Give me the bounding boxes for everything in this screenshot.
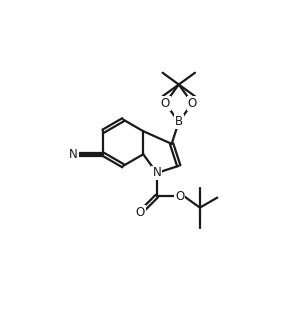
Text: O: O: [188, 97, 197, 110]
Text: O: O: [136, 206, 145, 219]
Text: O: O: [175, 190, 184, 203]
Text: O: O: [161, 97, 170, 110]
Text: B: B: [175, 115, 183, 128]
Text: N: N: [69, 148, 77, 161]
Text: N: N: [153, 166, 161, 179]
